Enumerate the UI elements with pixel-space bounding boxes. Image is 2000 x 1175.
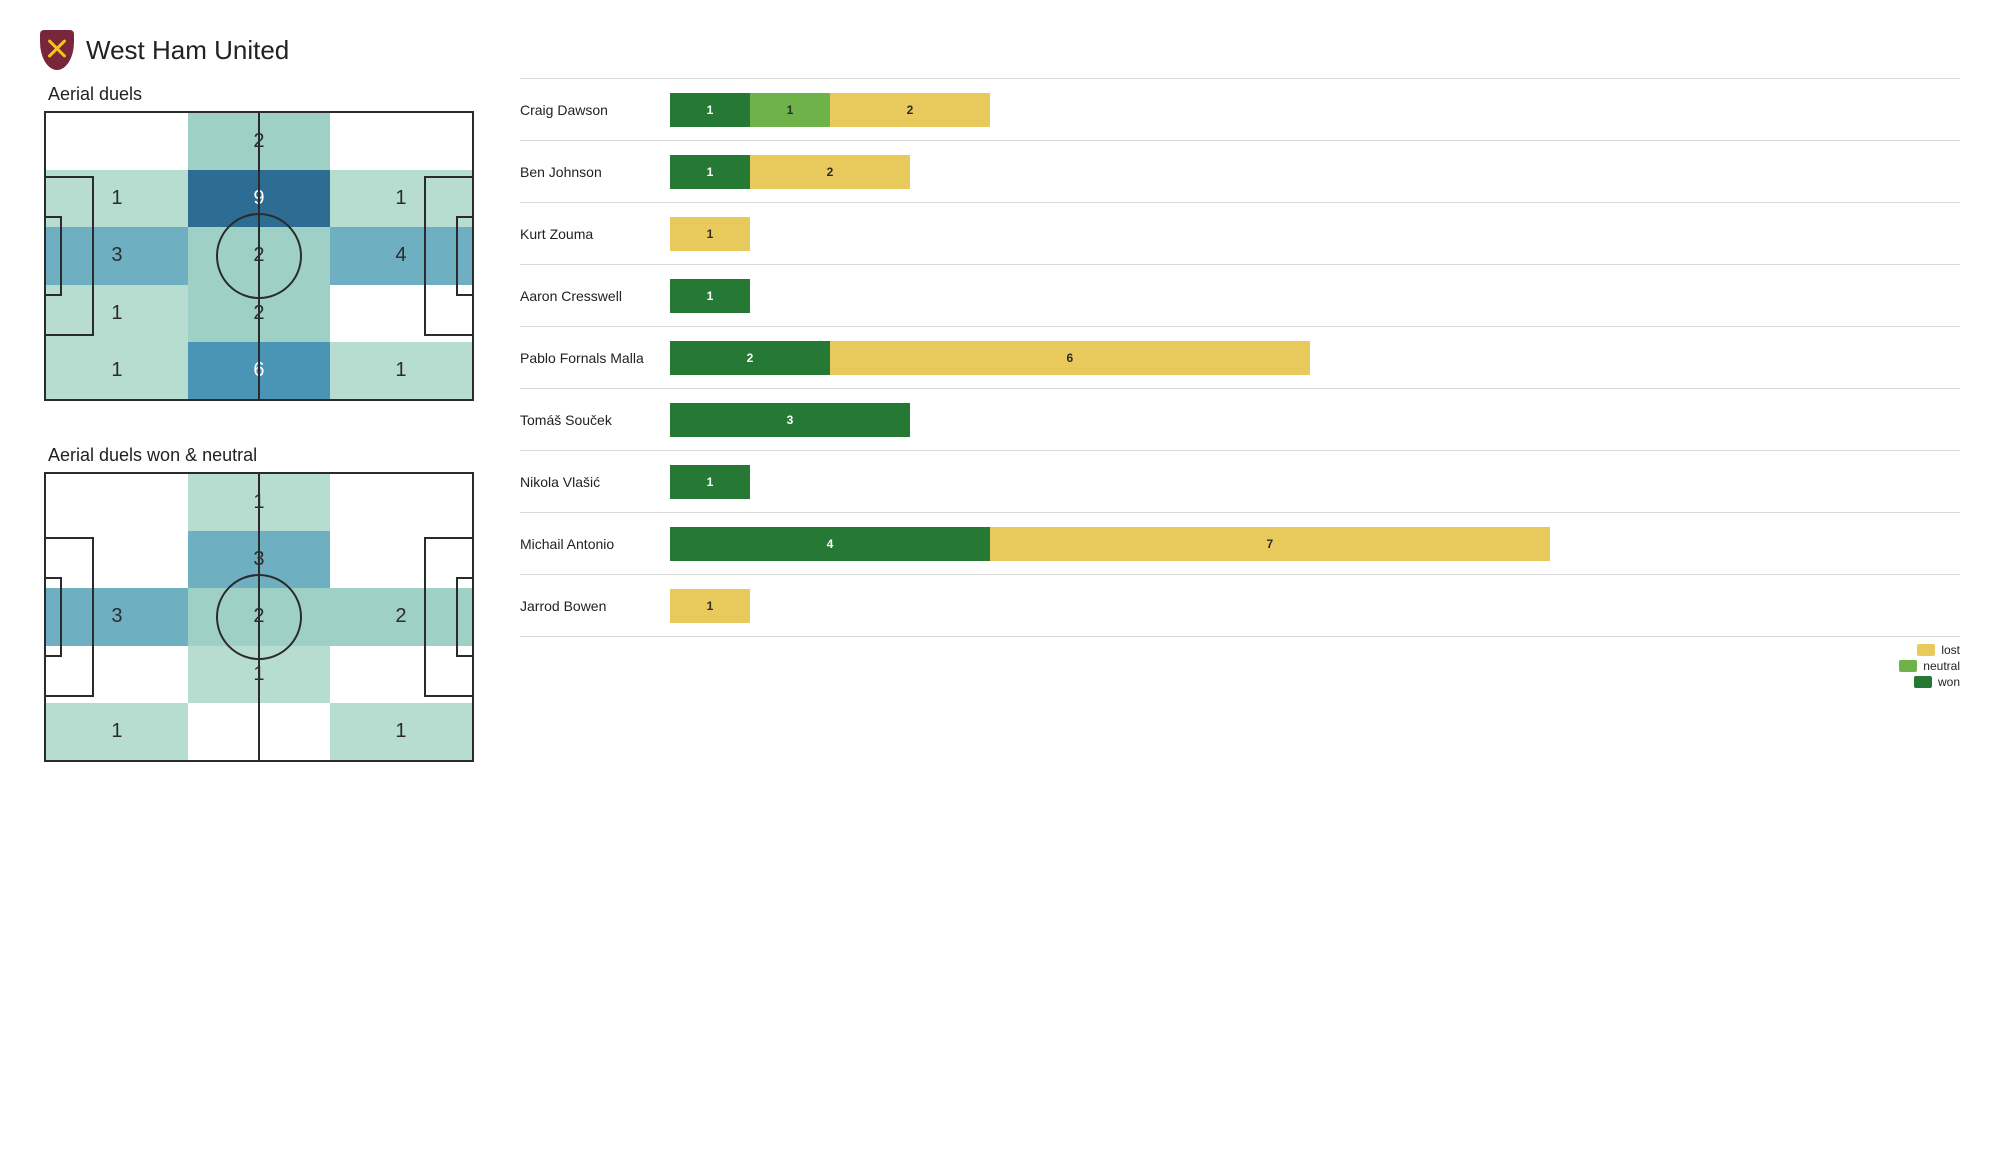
- player-row: Aaron Cresswell1: [520, 265, 1960, 327]
- bar-track: 1: [670, 465, 1960, 499]
- bar-segment-won: 1: [670, 465, 750, 499]
- bar-segment-won: 4: [670, 527, 990, 561]
- heatmap-zone: [46, 113, 188, 170]
- bar-track: 1: [670, 589, 1960, 623]
- player-name: Craig Dawson: [520, 102, 670, 118]
- player-name: Pablo Fornals Malla: [520, 350, 670, 366]
- player-name: Michail Antonio: [520, 536, 670, 552]
- player-name: Ben Johnson: [520, 164, 670, 180]
- player-row: Michail Antonio47: [520, 513, 1960, 575]
- heatmap-zone: 1: [46, 342, 188, 399]
- player-row: Kurt Zouma1: [520, 203, 1960, 265]
- bar-track: 1: [670, 217, 1960, 251]
- legend-swatch-icon: [1914, 676, 1932, 688]
- legend-swatch-icon: [1917, 644, 1935, 656]
- pitch-title: Aerial duels: [48, 84, 480, 105]
- heatmap-zone: 1: [330, 342, 472, 399]
- bar-segment-lost: 1: [670, 217, 750, 251]
- player-name: Kurt Zouma: [520, 226, 670, 242]
- team-crest-icon: [40, 30, 74, 70]
- player-name: Aaron Cresswell: [520, 288, 670, 304]
- bar-segment-won: 2: [670, 341, 830, 375]
- bar-legend: lost neutral won: [520, 643, 1960, 689]
- player-row: Tomáš Souček3: [520, 389, 1960, 451]
- heatmap-zone: 1: [46, 703, 188, 760]
- legend-item: neutral: [1899, 659, 1960, 673]
- heatmap-zone: [330, 113, 472, 170]
- player-name: Tomáš Souček: [520, 412, 670, 428]
- pitch-heatmap: 219132412161: [44, 111, 474, 401]
- legend-label: neutral: [1923, 659, 1960, 673]
- bar-segment-neutral: 1: [750, 93, 830, 127]
- pitch-title: Aerial duels won & neutral: [48, 445, 480, 466]
- bar-track: 12: [670, 155, 1960, 189]
- team-name: West Ham United: [86, 35, 289, 66]
- team-header: West Ham United: [40, 30, 1960, 70]
- legend-label: won: [1938, 675, 1960, 689]
- heatmap-zone: [330, 474, 472, 531]
- bar-segment-lost: 7: [990, 527, 1550, 561]
- bar-segment-won: 1: [670, 93, 750, 127]
- player-row: Pablo Fornals Malla26: [520, 327, 1960, 389]
- legend-swatch-icon: [1899, 660, 1917, 672]
- player-row: Craig Dawson112: [520, 79, 1960, 141]
- bar-track: 26: [670, 341, 1960, 375]
- legend-item: won: [1914, 675, 1960, 689]
- player-name: Jarrod Bowen: [520, 598, 670, 614]
- bar-segment-lost: 1: [670, 589, 750, 623]
- bar-track: 1: [670, 279, 1960, 313]
- legend-item: lost: [1917, 643, 1960, 657]
- player-row: Ben Johnson12: [520, 141, 1960, 203]
- bar-segment-won: 1: [670, 155, 750, 189]
- player-row: Nikola Vlašić1: [520, 451, 1960, 513]
- player-bar-chart: Craig Dawson112Ben Johnson12Kurt Zouma1A…: [520, 78, 1960, 689]
- heatmap-zone: [46, 474, 188, 531]
- player-row: Jarrod Bowen1: [520, 575, 1960, 637]
- pitch-heatmaps: Aerial duels 219132412161 Aerial duels won…: [40, 78, 480, 806]
- bar-segment-won: 1: [670, 279, 750, 313]
- heatmap-zone: 1: [330, 703, 472, 760]
- bar-segment-lost: 2: [830, 93, 990, 127]
- bar-segment-lost: 2: [750, 155, 910, 189]
- bar-segment-lost: 6: [830, 341, 1310, 375]
- legend-label: lost: [1941, 643, 1960, 657]
- bar-segment-won: 3: [670, 403, 910, 437]
- pitch-heatmap: 13322111: [44, 472, 474, 762]
- bar-track: 112: [670, 93, 1960, 127]
- bar-track: 47: [670, 527, 1960, 561]
- bar-track: 3: [670, 403, 1960, 437]
- player-name: Nikola Vlašić: [520, 474, 670, 490]
